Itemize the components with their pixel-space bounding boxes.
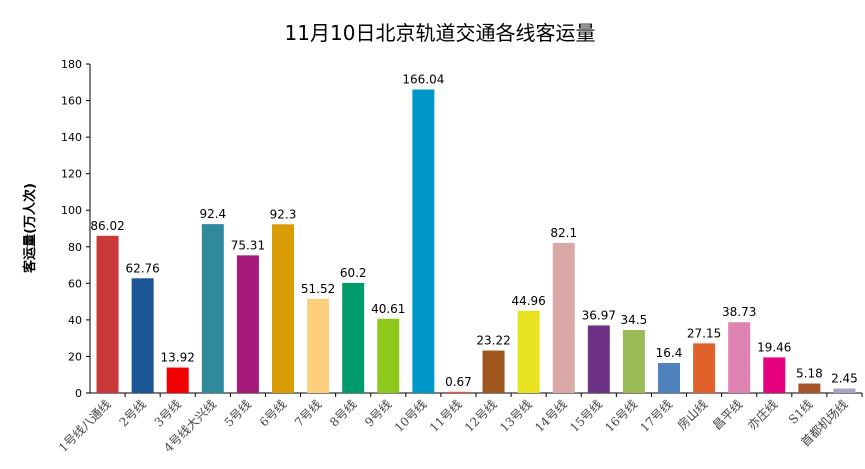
data-label: 92.4 [199, 207, 226, 221]
data-label: 51.52 [301, 282, 335, 296]
x-tick-label: S1线 [786, 397, 816, 427]
y-tick-label: 120 [61, 168, 82, 181]
bar [622, 329, 645, 393]
data-label: 60.2 [340, 266, 367, 280]
x-tick-label: 16号线 [602, 397, 640, 435]
bar [587, 325, 610, 393]
data-label: 92.3 [270, 207, 297, 221]
data-label: 2.45 [831, 372, 858, 386]
y-tick-label: 0 [75, 387, 82, 400]
bar [763, 357, 786, 393]
x-tick-label: 3号线 [152, 397, 184, 429]
x-tick-label: 13号线 [497, 397, 535, 435]
bar [377, 318, 400, 393]
x-tick-label: 15号线 [567, 397, 605, 435]
x-tick-label: 10号线 [392, 397, 430, 435]
data-label: 0.67 [445, 375, 472, 389]
data-label: 62.76 [125, 261, 159, 275]
data-label: 82.1 [550, 226, 577, 240]
y-tick-label: 40 [68, 314, 82, 327]
y-tick-label: 160 [61, 95, 82, 108]
bar [728, 322, 751, 393]
x-tick-label: 5号线 [222, 397, 254, 429]
y-tick-label: 20 [68, 350, 82, 363]
bar [236, 255, 259, 393]
data-label: 5.18 [796, 367, 823, 381]
x-tick-label: 亦庄线 [744, 397, 780, 433]
data-label: 44.96 [511, 294, 545, 308]
y-tick-label: 180 [61, 58, 82, 71]
y-tick-label: 140 [61, 131, 82, 144]
bar [482, 350, 505, 393]
y-tick-label: 60 [68, 277, 82, 290]
data-label: 13.92 [161, 351, 195, 365]
x-tick-label: 6号线 [257, 397, 289, 429]
data-label: 38.73 [722, 305, 756, 319]
data-label: 27.15 [687, 326, 721, 340]
y-tick-label: 80 [68, 241, 82, 254]
x-tick-label: 17号线 [637, 397, 675, 435]
bar [412, 89, 435, 393]
bar [342, 282, 365, 393]
chart-title: 11月10日北京轨道交通各线客运量 [285, 21, 596, 45]
x-tick-label: 2号线 [116, 397, 148, 429]
bar [201, 224, 224, 393]
data-label: 19.46 [757, 340, 791, 354]
bar [693, 343, 716, 393]
data-label: 40.61 [371, 302, 405, 316]
y-axis-label: 客运量(万人次) [22, 183, 38, 273]
data-label: 36.97 [582, 308, 616, 322]
x-tick-label: 房山线 [674, 397, 710, 433]
x-tick-label: 昌平线 [710, 397, 745, 432]
bar [272, 224, 294, 393]
data-label: 16.4 [656, 346, 683, 360]
bar [307, 298, 330, 393]
data-label: 34.5 [621, 313, 648, 327]
x-tick-label: 14号线 [532, 397, 570, 435]
x-tick-label: 1号线八通线 [56, 397, 114, 455]
bar [552, 242, 575, 393]
bar [658, 363, 680, 393]
bar [517, 310, 540, 393]
x-tick-label: 9号线 [362, 397, 394, 429]
x-tick-label: 11号线 [427, 397, 465, 435]
x-tick-label: 8号线 [327, 397, 359, 429]
bar [833, 388, 856, 393]
data-label: 75.31 [231, 238, 265, 252]
x-tick-label: 12号线 [462, 397, 500, 435]
y-tick-label: 100 [61, 204, 82, 217]
bar [131, 278, 154, 393]
bar [166, 367, 189, 393]
bar [447, 391, 470, 393]
data-label: 166.04 [402, 73, 444, 87]
data-label: 23.22 [476, 334, 510, 348]
bar [96, 235, 119, 393]
data-label: 86.02 [90, 219, 124, 233]
x-tick-label: 7号线 [292, 397, 324, 429]
bar [798, 383, 821, 393]
